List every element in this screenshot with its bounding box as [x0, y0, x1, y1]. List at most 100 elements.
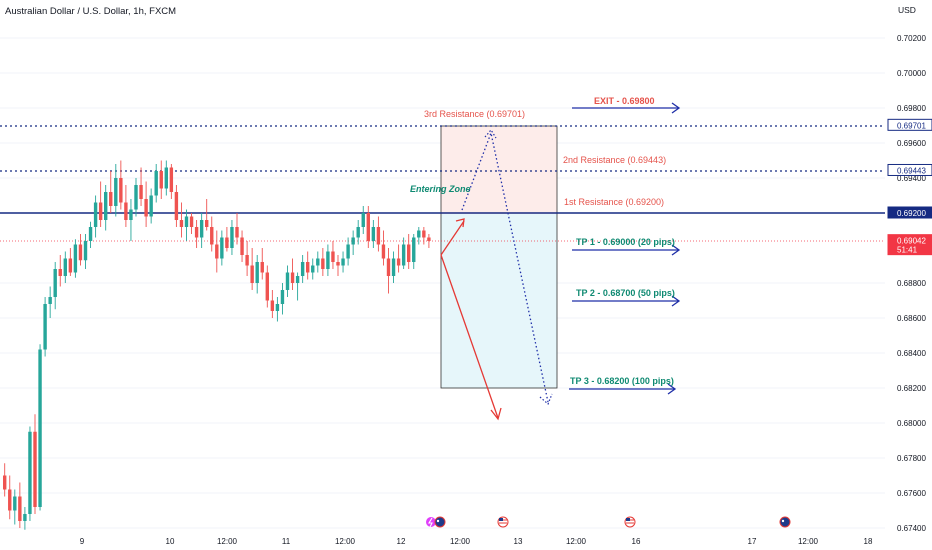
candle-up	[149, 195, 153, 217]
price-label: 0.68400	[897, 349, 926, 358]
australia-flag-icon[interactable]	[779, 516, 791, 528]
time-axis[interactable]: 9 10 12:00 11 12:00 12 12:00 13 12:00 16 17 12:00 18	[80, 537, 873, 546]
candle-down	[119, 178, 123, 203]
candle-up	[371, 227, 376, 241]
candle-down	[366, 213, 370, 241]
third-resistance-label: 3rd Resistance (0.69701)	[424, 109, 525, 119]
target-zone	[441, 214, 557, 388]
price-tag-label: 0.69200	[897, 209, 926, 218]
us-flag-icon[interactable]	[497, 516, 509, 528]
price-label: 0.68000	[897, 419, 926, 428]
tp2-arrowhead	[671, 295, 681, 307]
candle-up	[280, 290, 285, 304]
candlestick-series	[3, 160, 431, 530]
candle-down	[240, 237, 244, 255]
price-label: 0.67400	[897, 524, 926, 533]
candle-down	[109, 192, 113, 206]
candle-down	[159, 171, 163, 189]
time-label: 16	[632, 537, 641, 546]
candle-up	[93, 202, 98, 227]
countdown-label: 51:41	[897, 246, 918, 255]
price-label: 0.67800	[897, 454, 926, 463]
candle-up	[311, 265, 315, 273]
candle-up	[401, 244, 406, 266]
lightning-flag-icon[interactable]	[426, 517, 436, 528]
candle-up	[361, 213, 365, 227]
candle-down	[33, 431, 37, 507]
australia-flag-icon[interactable]	[434, 516, 446, 528]
candle-down	[215, 244, 219, 259]
second-resistance-label: 2nd Resistance (0.69443)	[563, 155, 666, 165]
candle-down	[381, 244, 386, 259]
candle-up	[73, 244, 78, 273]
price-tag	[887, 163, 932, 176]
event-markers[interactable]	[426, 516, 791, 528]
candle-up	[199, 220, 204, 238]
target-arrows	[569, 102, 681, 395]
red-down-arrowhead	[490, 407, 502, 421]
candle-up	[356, 227, 360, 238]
candle-up	[104, 192, 108, 220]
candle-down	[225, 237, 229, 248]
candle-up	[346, 244, 350, 259]
price-tag-label: 0.69701	[897, 121, 926, 130]
candle-up	[295, 276, 300, 283]
candle-up	[23, 514, 27, 521]
price-label: 0.69800	[897, 104, 926, 113]
price-label: 0.69400	[897, 174, 926, 183]
candle-up	[63, 258, 67, 276]
candle-down	[270, 300, 275, 311]
candle-down	[245, 255, 249, 266]
candle-up	[154, 171, 158, 196]
price-label: 0.68800	[897, 279, 926, 288]
candle-down	[124, 202, 128, 220]
candle-down	[321, 258, 325, 269]
candle-down	[189, 216, 194, 227]
price-axis[interactable]: USD 0.702000.700000.698000.696000.694000…	[887, 5, 932, 533]
candle-down	[235, 227, 239, 238]
time-label: 12:00	[217, 537, 238, 546]
candle-down	[139, 185, 143, 199]
candle-up	[275, 304, 280, 311]
tp1-label: TP 1 - 0.69000 (20 pips)	[576, 237, 675, 247]
candle-up	[43, 304, 47, 350]
candle-down	[336, 262, 340, 266]
price-label: 0.68200	[897, 384, 926, 393]
tp3-arrowhead	[667, 383, 677, 395]
candle-down	[169, 167, 174, 192]
red-up-arrow-line	[440, 220, 465, 256]
tp3-label: TP 3 - 0.68200 (100 pips)	[570, 376, 674, 386]
entering-zone-label: Entering Zone	[410, 184, 471, 194]
symbol-title: Australian Dollar / U.S. Dollar, 1h, FXC…	[5, 6, 176, 17]
time-label: 11	[282, 537, 291, 546]
candle-up	[48, 297, 52, 304]
candle-up	[164, 167, 168, 189]
exit-label: EXIT - 0.69800	[594, 96, 655, 106]
candle-down	[210, 227, 214, 245]
red-down-arrow-line	[440, 254, 499, 419]
time-label: 17	[748, 537, 757, 546]
us-flag-icon[interactable]	[624, 516, 636, 528]
price-label: 0.69600	[897, 139, 926, 148]
candle-up	[255, 262, 259, 283]
time-label: 18	[864, 537, 873, 546]
candle-down	[407, 244, 411, 262]
candle-down	[68, 258, 73, 273]
candle-down	[306, 262, 310, 273]
candle-down	[98, 202, 103, 220]
price-label: 0.68600	[897, 314, 926, 323]
candle-up	[417, 230, 421, 238]
time-label: 12:00	[450, 537, 471, 546]
candle-down	[174, 192, 179, 220]
red-up-arrowhead	[455, 218, 465, 228]
price-tag	[887, 234, 932, 256]
candle-up	[28, 431, 32, 514]
candle-up	[184, 216, 189, 227]
candle-down	[78, 244, 83, 261]
tp1-arrowhead	[671, 244, 681, 256]
exit-arrowhead	[671, 102, 681, 114]
price-tag-label: 0.69443	[897, 166, 926, 175]
price-tag	[887, 206, 932, 219]
candle-up	[300, 262, 305, 276]
